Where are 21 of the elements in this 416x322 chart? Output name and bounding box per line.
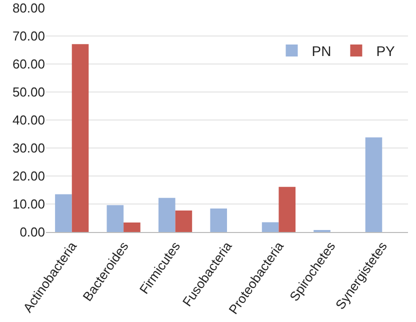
bar xyxy=(158,198,176,232)
bar xyxy=(262,222,279,232)
y-tick-label: 20.00 xyxy=(12,168,45,184)
y-tick-label: 80.00 xyxy=(12,0,45,16)
y-tick-label: 0.00 xyxy=(20,224,45,240)
y-tick-label: 70.00 xyxy=(12,28,45,44)
bar xyxy=(106,205,124,232)
legend-label: PN xyxy=(312,42,332,59)
bar xyxy=(55,194,72,232)
y-tick-label: 40.00 xyxy=(12,112,45,128)
bar xyxy=(72,44,89,232)
bar xyxy=(124,222,140,232)
y-tick-label: 10.00 xyxy=(12,196,45,212)
bar xyxy=(210,208,227,232)
bar xyxy=(365,137,382,232)
y-tick-label: 60.00 xyxy=(12,56,45,72)
bar xyxy=(278,186,296,232)
bar xyxy=(175,210,192,232)
y-tick-label: 50.00 xyxy=(12,84,45,100)
legend-label: PY xyxy=(376,42,396,59)
y-tick-label: 30.00 xyxy=(12,140,45,156)
